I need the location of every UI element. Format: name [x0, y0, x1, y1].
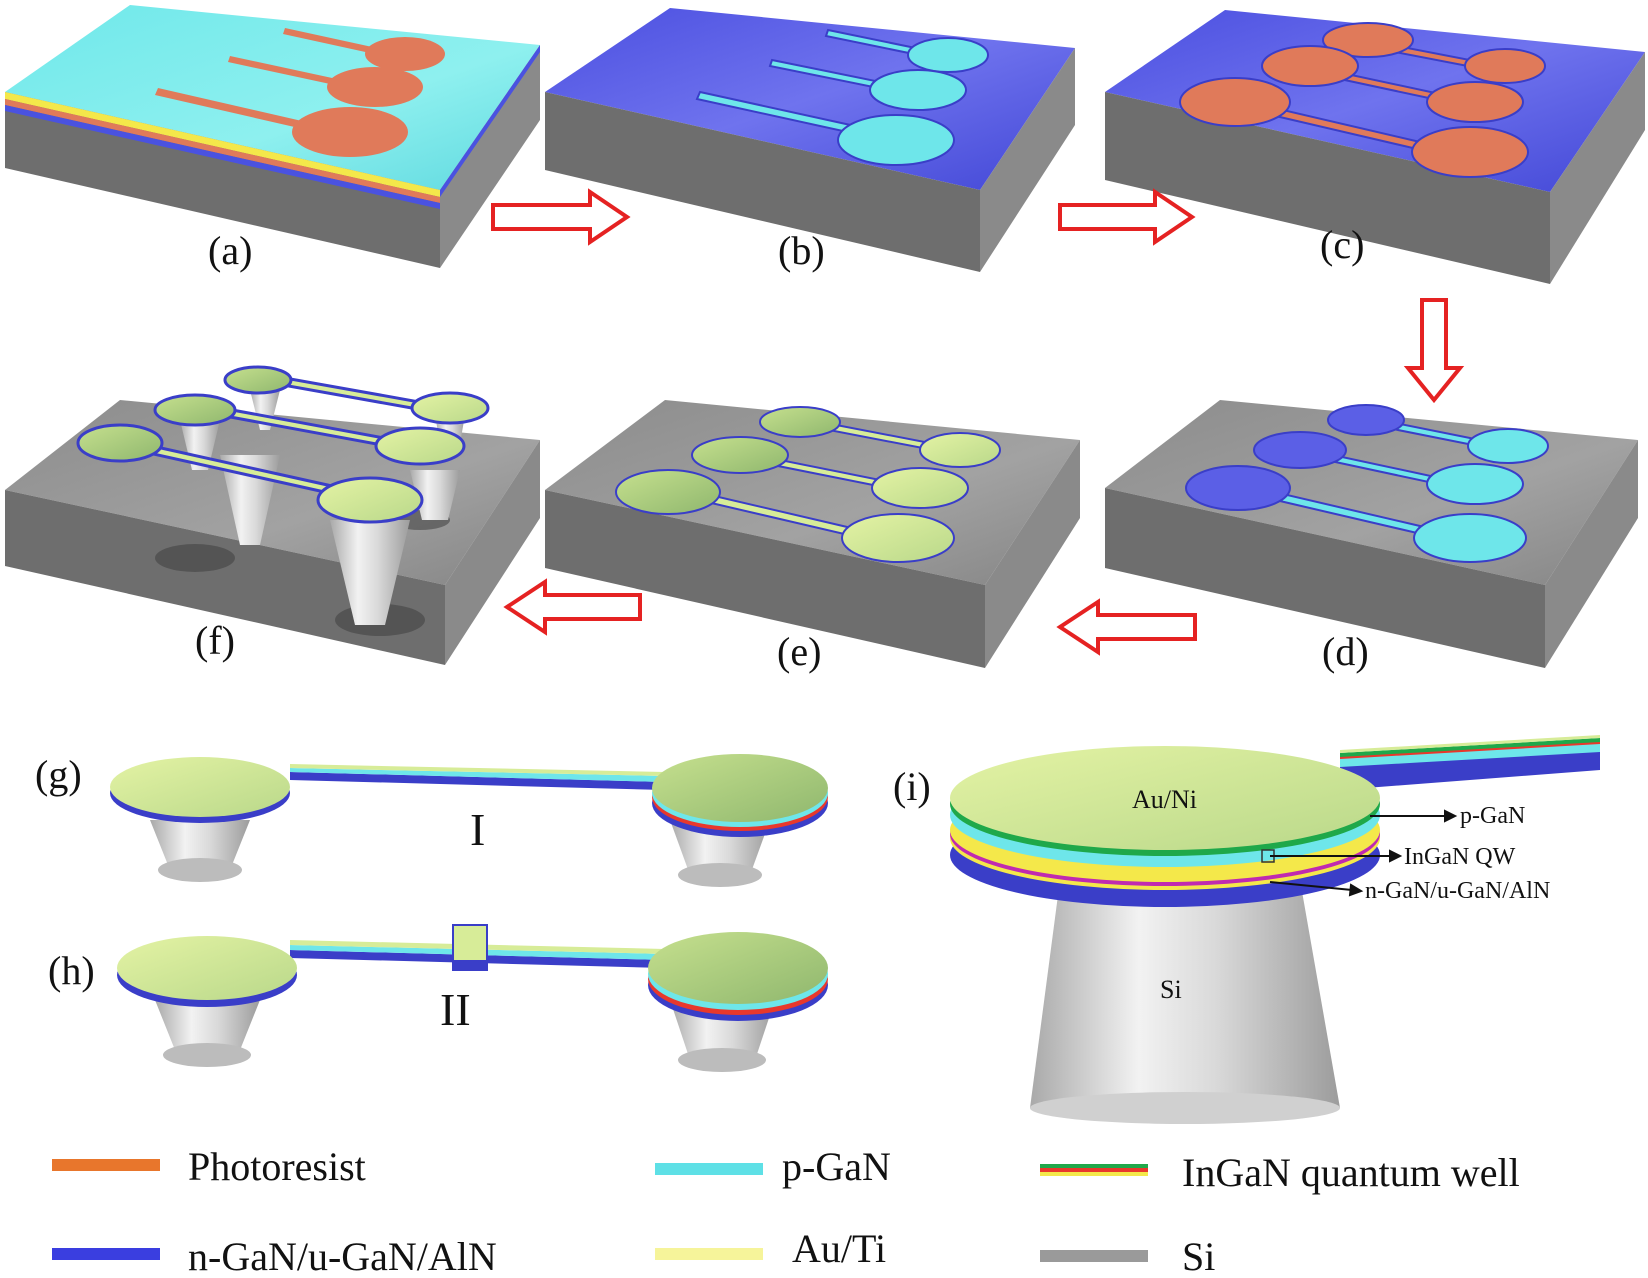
panel-d-wafer: [1105, 400, 1638, 668]
arrow-b-to-c: [1058, 188, 1196, 246]
panel-b-wafer: [545, 8, 1075, 272]
legend-item-si: Si: [1040, 1234, 1215, 1278]
panel-a-wafer: [5, 5, 540, 268]
legend-label-au-ti: Au/Ti: [792, 1226, 886, 1271]
legend: Photoresist p-GaN InGaN quantum well n-G…: [52, 1144, 1520, 1278]
legend-label-ingan-qw: InGaN quantum well: [1182, 1150, 1520, 1195]
panel-label-h: (h): [48, 948, 95, 993]
panel-e-wafer: [545, 400, 1080, 668]
legend-label-si: Si: [1182, 1234, 1215, 1278]
legend-label-n-gan: n-GaN/u-GaN/AlN: [188, 1234, 497, 1278]
panel-g-device: [110, 754, 828, 887]
legend-item-n-gan: n-GaN/u-GaN/AlN: [52, 1234, 497, 1278]
panel-label-d: (d): [1322, 629, 1369, 674]
device-type-ii-label: II: [440, 984, 471, 1035]
ingan-qw-annotation: InGaN QW: [1404, 844, 1516, 870]
p-gan-annotation: p-GaN: [1460, 803, 1525, 829]
device-type-i-label: I: [470, 804, 485, 855]
panel-label-b: (b): [778, 228, 825, 273]
arrow-e-to-f: [503, 578, 642, 636]
legend-item-au-ti: Au/Ti: [655, 1226, 886, 1271]
process-arrows: [491, 188, 1465, 656]
panel-i-closeup: [950, 735, 1600, 1124]
panel-label-a: (a): [208, 228, 252, 273]
si-pedestal-label: Si: [1160, 975, 1182, 1004]
panel-label-i: (i): [893, 764, 931, 809]
panel-label-c: (c): [1320, 222, 1364, 267]
panel-f-wafer: [5, 365, 540, 665]
n-gan-stack-annotation: n-GaN/u-GaN/AlN: [1365, 878, 1550, 904]
arrow-d-to-e: [1056, 598, 1197, 656]
au-ni-label: Au/Ni: [1132, 785, 1197, 814]
legend-label-p-gan: p-GaN: [782, 1144, 891, 1189]
panel-label-f: (f): [195, 618, 235, 663]
panel-c-wafer: [1105, 10, 1645, 284]
legend-item-p-gan: p-GaN: [655, 1144, 891, 1189]
legend-item-photoresist: Photoresist: [52, 1144, 366, 1189]
panel-label-g: (g): [35, 752, 82, 797]
arrow-c-to-d: [1403, 298, 1465, 404]
legend-label-photoresist: Photoresist: [188, 1144, 366, 1189]
legend-item-ingan-qw: InGaN quantum well: [1040, 1150, 1520, 1195]
panel-label-e: (e): [777, 629, 821, 674]
panel-h-device: [117, 924, 828, 1072]
arrow-a-to-b: [491, 188, 631, 246]
